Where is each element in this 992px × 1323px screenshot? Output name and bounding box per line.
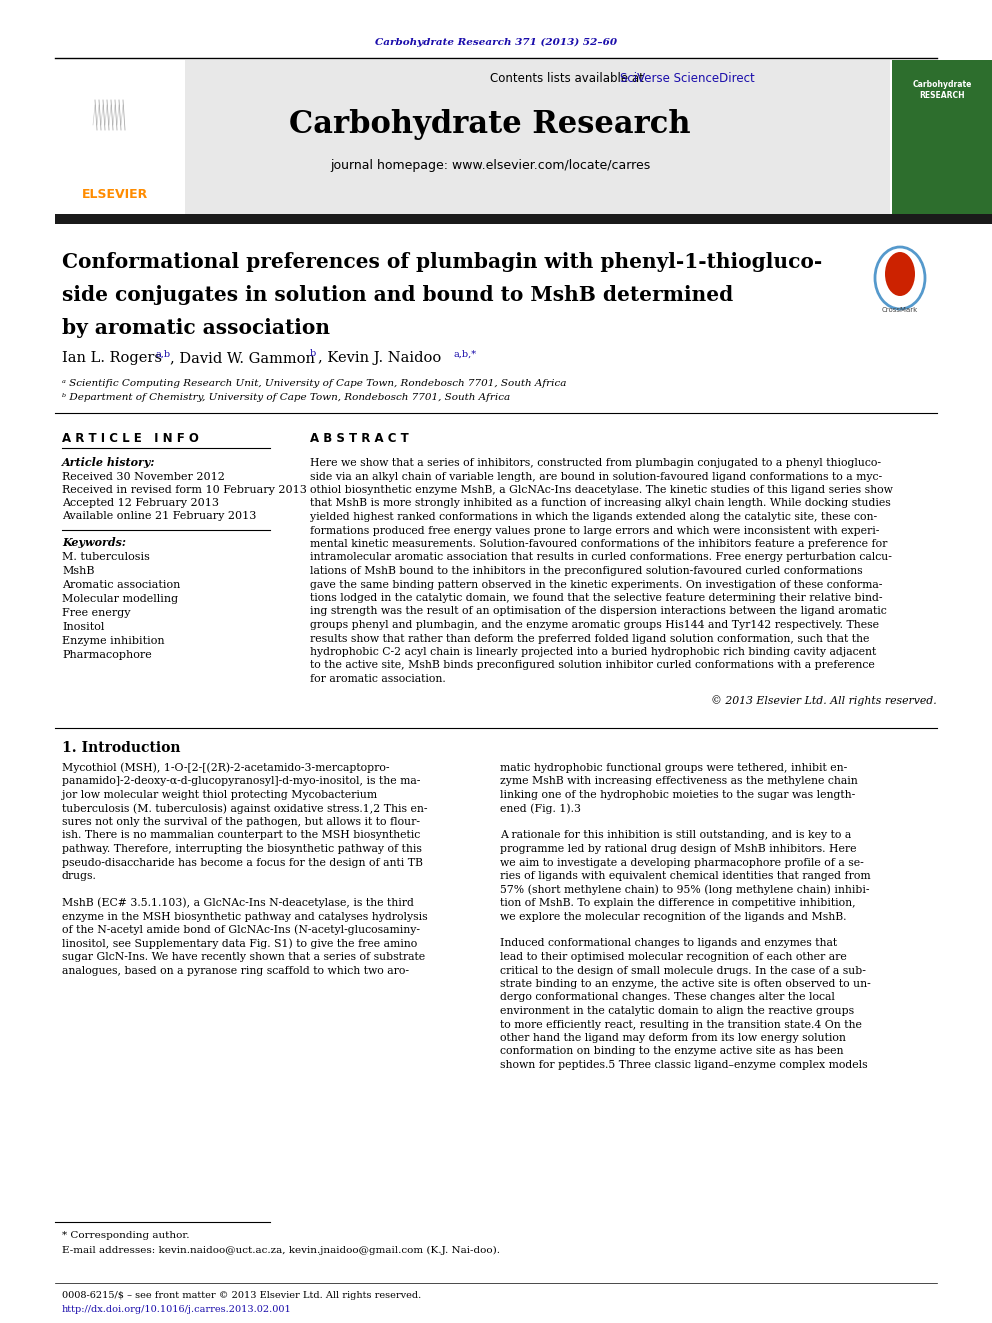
Text: side conjugates in solution and bound to MshB determined: side conjugates in solution and bound to…	[62, 284, 733, 306]
Text: Enzyme inhibition: Enzyme inhibition	[62, 636, 165, 646]
Text: jor low molecular weight thiol protecting Mycobacterium: jor low molecular weight thiol protectin…	[62, 790, 377, 800]
Text: A B S T R A C T: A B S T R A C T	[310, 431, 409, 445]
Text: , David W. Gammon: , David W. Gammon	[170, 351, 315, 365]
Text: Pharmacophore: Pharmacophore	[62, 650, 152, 660]
Text: sures not only the survival of the pathogen, but allows it to flour-: sures not only the survival of the patho…	[62, 818, 420, 827]
Bar	[55, 60, 890, 216]
Text: Carbohydrate Research 371 (2013) 52–60: Carbohydrate Research 371 (2013) 52–60	[375, 37, 617, 46]
Text: tions lodged in the catalytic domain, we found that the selective feature determ: tions lodged in the catalytic domain, we…	[310, 593, 883, 603]
Text: MshB (EC# 3.5.1.103), a GlcNAc-Ins N-deacetylase, is the third: MshB (EC# 3.5.1.103), a GlcNAc-Ins N-dea…	[62, 898, 414, 909]
Text: gave the same binding pattern observed in the kinetic experiments. On investigat: gave the same binding pattern observed i…	[310, 579, 882, 590]
Text: that MshB is more strongly inhibited as a function of increasing alkyl chain len: that MshB is more strongly inhibited as …	[310, 499, 891, 508]
Text: Induced conformational changes to ligands and enzymes that: Induced conformational changes to ligand…	[500, 938, 837, 949]
Text: Contents lists available at: Contents lists available at	[490, 71, 648, 85]
Text: Received in revised form 10 February 2013: Received in revised form 10 February 201…	[62, 486, 307, 495]
Text: Carbohydrate
RESEARCH: Carbohydrate RESEARCH	[913, 81, 972, 99]
Text: environment in the catalytic domain to align the reactive groups: environment in the catalytic domain to a…	[500, 1005, 854, 1016]
Text: side via an alkyl chain of variable length, are bound in solution-favoured ligan: side via an alkyl chain of variable leng…	[310, 471, 882, 482]
Text: © 2013 Elsevier Ltd. All rights reserved.: © 2013 Elsevier Ltd. All rights reserved…	[711, 695, 937, 706]
Text: to more efficiently react, resulting in the transition state.4 On the: to more efficiently react, resulting in …	[500, 1020, 862, 1029]
Text: ish. There is no mammalian counterpart to the MSH biosynthetic: ish. There is no mammalian counterpart t…	[62, 831, 421, 840]
Text: programme led by rational drug design of MshB inhibitors. Here: programme led by rational drug design of…	[500, 844, 856, 855]
Text: Available online 21 February 2013: Available online 21 February 2013	[62, 511, 256, 521]
Text: for aromatic association.: for aromatic association.	[310, 673, 445, 684]
Text: other hand the ligand may deform from its low energy solution: other hand the ligand may deform from it…	[500, 1033, 846, 1043]
Text: yielded highest ranked conformations in which the ligands extended along the cat: yielded highest ranked conformations in …	[310, 512, 877, 523]
Text: M. tuberculosis: M. tuberculosis	[62, 552, 150, 562]
Text: ᵃ Scientific Computing Research Unit, University of Cape Town, Rondebosch 7701, : ᵃ Scientific Computing Research Unit, Un…	[62, 378, 566, 388]
Text: 0008-6215/$ – see front matter © 2013 Elsevier Ltd. All rights reserved.: 0008-6215/$ – see front matter © 2013 El…	[62, 1291, 422, 1301]
Text: drugs.: drugs.	[62, 871, 97, 881]
Text: http://dx.doi.org/10.1016/j.carres.2013.02.001: http://dx.doi.org/10.1016/j.carres.2013.…	[62, 1306, 292, 1315]
Text: othiol biosynthetic enzyme MshB, a GlcNAc-Ins deacetylase. The kinetic studies o: othiol biosynthetic enzyme MshB, a GlcNA…	[310, 486, 893, 495]
Text: Molecular modelling: Molecular modelling	[62, 594, 179, 605]
Text: by aromatic association: by aromatic association	[62, 318, 330, 337]
Text: A R T I C L E   I N F O: A R T I C L E I N F O	[62, 431, 198, 445]
Text: A rationale for this inhibition is still outstanding, and is key to a: A rationale for this inhibition is still…	[500, 831, 851, 840]
Text: Keywords:: Keywords:	[62, 537, 126, 549]
Text: a,b,*: a,b,*	[454, 349, 477, 359]
Text: ELSEVIER: ELSEVIER	[82, 188, 148, 201]
Bar	[55, 60, 185, 216]
Text: to the active site, MshB binds preconfigured solution inhibitor curled conformat: to the active site, MshB binds preconfig…	[310, 660, 875, 671]
Text: * Corresponding author.: * Corresponding author.	[62, 1230, 189, 1240]
Text: b: b	[310, 349, 316, 359]
Text: shown for peptides.5 Three classic ligand–enzyme complex models: shown for peptides.5 Three classic ligan…	[500, 1060, 868, 1070]
Text: ries of ligands with equivalent chemical identities that ranged from: ries of ligands with equivalent chemical…	[500, 871, 871, 881]
Text: ing strength was the result of an optimisation of the dispersion interactions be: ing strength was the result of an optimi…	[310, 606, 887, 617]
Text: Conformational preferences of plumbagin with phenyl-1-thiogluco-: Conformational preferences of plumbagin …	[62, 251, 822, 273]
Text: journal homepage: www.elsevier.com/locate/carres: journal homepage: www.elsevier.com/locat…	[330, 159, 650, 172]
Text: sugar GlcN-Ins. We have recently shown that a series of substrate: sugar GlcN-Ins. We have recently shown t…	[62, 953, 426, 962]
Text: Here we show that a series of inhibitors, constructed from plumbagin conjugated : Here we show that a series of inhibitors…	[310, 458, 881, 468]
Text: hydrophobic C-2 acyl chain is linearly projected into a buried hydrophobic rich : hydrophobic C-2 acyl chain is linearly p…	[310, 647, 876, 658]
Text: lead to their optimised molecular recognition of each other are: lead to their optimised molecular recogn…	[500, 953, 847, 962]
Text: linking one of the hydrophobic moieties to the sugar was length-: linking one of the hydrophobic moieties …	[500, 790, 855, 800]
Text: formations produced free energy values prone to large errors and which were inco: formations produced free energy values p…	[310, 525, 879, 536]
Text: Article history:: Article history:	[62, 458, 156, 468]
Text: we explore the molecular recognition of the ligands and MshB.: we explore the molecular recognition of …	[500, 912, 846, 922]
Text: groups phenyl and plumbagin, and the enzyme aromatic groups His144 and Tyr142 re: groups phenyl and plumbagin, and the enz…	[310, 620, 879, 630]
Text: pseudo-disaccharide has become a focus for the design of anti TB: pseudo-disaccharide has become a focus f…	[62, 857, 423, 868]
Text: Mycothiol (MSH), 1-O-[2-[(2R)-2-acetamido-3-mercaptopro-: Mycothiol (MSH), 1-O-[2-[(2R)-2-acetamid…	[62, 763, 390, 773]
Text: , Kevin J. Naidoo: , Kevin J. Naidoo	[318, 351, 441, 365]
Text: analogues, based on a pyranose ring scaffold to which two aro-: analogues, based on a pyranose ring scaf…	[62, 966, 409, 975]
Text: MshB: MshB	[62, 566, 94, 576]
Text: Carbohydrate Research: Carbohydrate Research	[290, 110, 690, 140]
Text: panamido]-2-deoxy-α-d-glucopyranosyl]-d-myo-inositol, is the ma-: panamido]-2-deoxy-α-d-glucopyranosyl]-d-…	[62, 777, 421, 786]
Text: linositol, see Supplementary data Fig. S1) to give the free amino: linositol, see Supplementary data Fig. S…	[62, 938, 418, 949]
Ellipse shape	[885, 251, 915, 296]
Text: tion of MshB. To explain the difference in competitive inhibition,: tion of MshB. To explain the difference …	[500, 898, 856, 908]
Text: Aromatic association: Aromatic association	[62, 579, 181, 590]
Text: of the N-acetyl amide bond of GlcNAc-Ins (N-acetyl-glucosaminy-: of the N-acetyl amide bond of GlcNAc-Ins…	[62, 925, 420, 935]
Bar	[55, 214, 992, 224]
Text: ened (Fig. 1).3: ened (Fig. 1).3	[500, 803, 581, 814]
Text: enzyme in the MSH biosynthetic pathway and catalyses hydrolysis: enzyme in the MSH biosynthetic pathway a…	[62, 912, 428, 922]
Text: results show that rather than deform the preferred folded ligand solution confor: results show that rather than deform the…	[310, 634, 869, 643]
Text: a,b: a,b	[155, 349, 170, 359]
Text: Free energy: Free energy	[62, 609, 131, 618]
Text: conformation on binding to the enzyme active site as has been: conformation on binding to the enzyme ac…	[500, 1046, 843, 1057]
Text: Accepted 12 February 2013: Accepted 12 February 2013	[62, 497, 219, 508]
Text: tuberculosis (M. tuberculosis) against oxidative stress.1,2 This en-: tuberculosis (M. tuberculosis) against o…	[62, 803, 428, 814]
Bar	[892, 60, 992, 216]
Text: intramolecular aromatic association that results in curled conformations. Free e: intramolecular aromatic association that…	[310, 553, 892, 562]
Text: mental kinetic measurements. Solution-favoured conformations of the inhibitors f: mental kinetic measurements. Solution-fa…	[310, 538, 888, 549]
Text: Inositol: Inositol	[62, 622, 104, 632]
Text: matic hydrophobic functional groups were tethered, inhibit en-: matic hydrophobic functional groups were…	[500, 763, 847, 773]
Text: 1. Introduction: 1. Introduction	[62, 741, 181, 755]
Text: 57% (short methylene chain) to 95% (long methylene chain) inhibi-: 57% (short methylene chain) to 95% (long…	[500, 884, 870, 894]
Text: zyme MshB with increasing effectiveness as the methylene chain: zyme MshB with increasing effectiveness …	[500, 777, 858, 786]
Text: ᵇ Department of Chemistry, University of Cape Town, Rondebosch 7701, South Afric: ᵇ Department of Chemistry, University of…	[62, 393, 510, 401]
Text: strate binding to an enzyme, the active site is often observed to un-: strate binding to an enzyme, the active …	[500, 979, 871, 990]
Text: lations of MshB bound to the inhibitors in the preconfigured solution-favoured c: lations of MshB bound to the inhibitors …	[310, 566, 863, 576]
Text: Received 30 November 2012: Received 30 November 2012	[62, 472, 225, 482]
Text: pathway. Therefore, interrupting the biosynthetic pathway of this: pathway. Therefore, interrupting the bio…	[62, 844, 422, 855]
Text: critical to the design of small molecule drugs. In the case of a sub-: critical to the design of small molecule…	[500, 966, 866, 975]
Text: CrossMark: CrossMark	[882, 307, 919, 314]
Text: E-mail addresses: kevin.naidoo@uct.ac.za, kevin.jnaidoo@gmail.com (K.J. Nai-doo): E-mail addresses: kevin.naidoo@uct.ac.za…	[62, 1245, 500, 1254]
Text: we aim to investigate a developing pharmacophore profile of a se-: we aim to investigate a developing pharm…	[500, 857, 864, 868]
Text: Ian L. Rogers: Ian L. Rogers	[62, 351, 162, 365]
Text: SciVerse ScienceDirect: SciVerse ScienceDirect	[620, 71, 755, 85]
Text: dergo conformational changes. These changes alter the local: dergo conformational changes. These chan…	[500, 992, 835, 1003]
